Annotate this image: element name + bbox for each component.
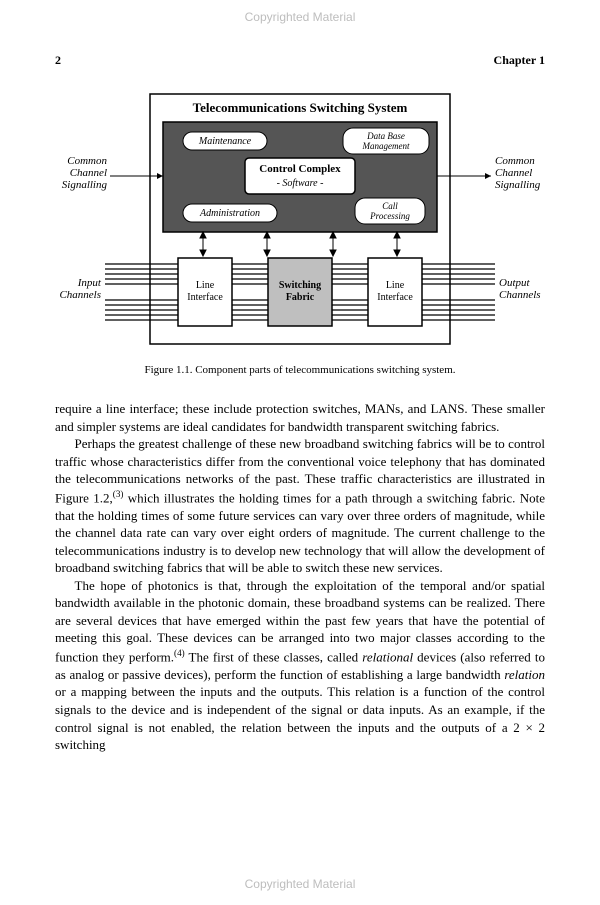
- block-fabric-l2: Fabric: [286, 292, 315, 303]
- switching-system-diagram: Telecommunications Switching System Main…: [55, 86, 545, 356]
- bubble-callproc-l1: Call: [382, 201, 398, 211]
- block-fabric-l1: Switching: [279, 280, 321, 291]
- block-line-right-l1: Line: [386, 280, 405, 291]
- label-ccs-left-l1: Common: [67, 155, 107, 167]
- label-ccs-left-l2: Channel: [70, 167, 107, 179]
- bubble-admin: Administration: [199, 208, 260, 219]
- paragraph-1: require a line interface; these include …: [55, 400, 545, 435]
- bubble-database-l1: Data Base: [366, 131, 405, 141]
- label-output-l2: Channels: [499, 289, 541, 301]
- figure-diagram: Telecommunications Switching System Main…: [55, 86, 545, 356]
- label-ccs-right-l2: Channel: [495, 167, 532, 179]
- diagram-title: Telecommunications Switching System: [193, 100, 408, 115]
- label-output-l1: Output: [499, 277, 531, 289]
- bubble-maintenance: Maintenance: [198, 136, 252, 147]
- chapter-label: Chapter 1: [494, 53, 545, 68]
- body-text: require a line interface; these include …: [55, 400, 545, 754]
- control-subtitle: - Software -: [277, 178, 324, 189]
- control-title: Control Complex: [259, 163, 341, 175]
- label-input-l2: Channels: [59, 289, 101, 301]
- watermark-top: Copyrighted Material: [0, 10, 600, 24]
- block-line-left-l2: Interface: [187, 292, 223, 303]
- watermark-bottom: Copyrighted Material: [0, 877, 600, 891]
- label-ccs-left-l3: Signalling: [62, 179, 108, 191]
- bubble-database-l2: Management: [362, 141, 410, 151]
- bubble-callproc-l2: Processing: [369, 211, 410, 221]
- label-ccs-right-l1: Common: [495, 155, 535, 167]
- block-line-left-l1: Line: [196, 280, 215, 291]
- page-number: 2: [55, 53, 61, 68]
- figure-caption: Figure 1.1. Component parts of telecommu…: [55, 364, 545, 376]
- block-line-right-l2: Interface: [377, 292, 413, 303]
- paragraph-3: The hope of photonics is that, through t…: [55, 577, 545, 754]
- label-ccs-right-l3: Signalling: [495, 179, 541, 191]
- label-input-l1: Input: [77, 277, 102, 289]
- paragraph-2: Perhaps the greatest challenge of these …: [55, 435, 545, 577]
